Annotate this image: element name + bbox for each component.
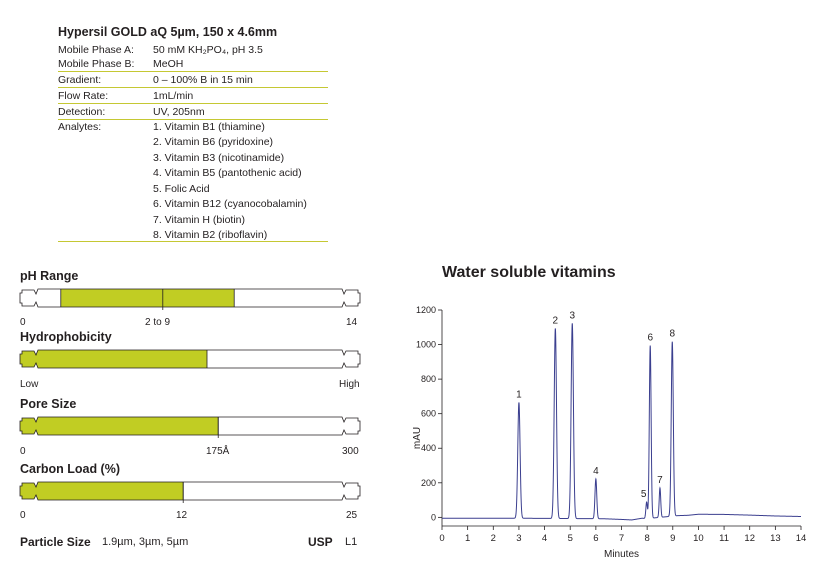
peak-label: 4 — [593, 466, 599, 477]
carbon-min-label: 0 — [20, 510, 26, 521]
gauge-outline — [19, 349, 361, 369]
x-tick-label: 0 — [439, 533, 444, 544]
analyte-item: 5. Folic Acid — [153, 183, 210, 195]
x-tick-label: 12 — [744, 533, 755, 544]
condition-value: UV, 205nm — [153, 106, 205, 118]
particle-size-label: Particle Size — [20, 535, 91, 549]
condition-label: Analytes: — [58, 121, 102, 133]
chromatogram-trace — [442, 323, 802, 521]
analyte-item: 6. Vitamin B12 (cyanocobalamin) — [153, 198, 307, 210]
hydrophobicity-gauge — [19, 349, 361, 369]
y-tick-label: 0 — [431, 512, 436, 522]
gauge-fill — [20, 350, 207, 368]
hydrophobicity-title: Hydrophobicity — [20, 330, 112, 344]
gauge-fill — [60, 289, 235, 307]
ph-range-gauge — [19, 288, 361, 310]
gauge-outline — [19, 288, 361, 308]
x-tick-label: 6 — [593, 533, 598, 544]
analyte-item: 7. Vitamin H (biotin) — [153, 214, 246, 226]
condition-value: 1. Vitamin B1 (thiamine) — [153, 121, 265, 133]
peak-label: 6 — [647, 332, 653, 343]
x-tick-label: 3 — [516, 533, 521, 544]
x-tick-label: 4 — [542, 533, 547, 544]
condition-value: 1mL/min — [153, 90, 194, 102]
table-divider — [58, 119, 328, 120]
peak-label: 5 — [641, 489, 647, 500]
x-tick-label: 9 — [670, 533, 675, 544]
gauge-fill — [20, 417, 219, 435]
condition-label: Flow Rate: — [58, 90, 109, 102]
condition-label: Mobile Phase B: — [58, 58, 135, 70]
peak-label: 3 — [569, 310, 575, 321]
x-tick-label: 11 — [719, 533, 729, 544]
y-tick-label: 600 — [421, 409, 436, 419]
y-axis-label: mAU — [412, 427, 423, 449]
condition-value: 0 – 100% B in 15 min — [153, 74, 253, 86]
gauge-outline — [19, 481, 361, 501]
table-divider — [58, 241, 328, 242]
table-divider — [58, 71, 328, 72]
y-tick-label: 400 — [421, 443, 436, 453]
condition-label: Gradient: — [58, 74, 102, 86]
carbon-load-gauge — [19, 481, 361, 503]
usp-value: L1 — [345, 536, 358, 548]
pore-min-label: 0 — [20, 446, 26, 457]
condition-value: MeOH — [153, 58, 184, 70]
x-tick-label: 8 — [644, 533, 649, 544]
peak-label: 2 — [553, 315, 559, 326]
chart-title: Water soluble vitamins — [442, 264, 616, 281]
peak-label: 7 — [657, 475, 663, 486]
table-divider — [58, 87, 328, 88]
peak-label: 8 — [669, 329, 675, 340]
table-divider — [58, 103, 328, 104]
x-axis-label: Minutes — [604, 549, 639, 560]
pore-max-label: 300 — [342, 446, 359, 457]
pore-size-title: Pore Size — [20, 397, 77, 411]
y-tick-label: 1200 — [416, 305, 436, 315]
ph-max-label: 14 — [346, 317, 358, 328]
gauge-outline — [19, 416, 361, 436]
particle-size-value: 1.9µm, 3µm, 5µm — [102, 536, 189, 548]
x-tick-label: 2 — [491, 533, 496, 544]
pore-size-gauge — [19, 416, 361, 438]
x-tick-label: 14 — [796, 533, 807, 544]
hydrophobicity-min-label: Low — [20, 379, 39, 390]
hydrophobicity-max-label: High — [339, 379, 360, 390]
x-tick-label: 5 — [568, 533, 573, 544]
carbon-max-label: 25 — [346, 510, 358, 521]
x-tick-label: 7 — [619, 533, 624, 544]
ph-mid-label: 2 to 9 — [145, 317, 171, 328]
peak-label: 1 — [516, 389, 522, 400]
y-tick-label: 200 — [421, 478, 436, 488]
ph-range-title: pH Range — [20, 269, 79, 283]
analyte-item: 2. Vitamin B6 (pyridoxine) — [153, 136, 274, 148]
pore-mid-label: 175Å — [206, 446, 230, 457]
condition-value: 50 mM KH₂PO₄, pH 3.5 — [153, 44, 263, 56]
carbon-load-title: Carbon Load (%) — [20, 462, 120, 476]
x-tick-label: 13 — [770, 533, 781, 544]
analyte-item: 4. Vitamin B5 (pantothenic acid) — [153, 167, 302, 179]
carbon-mid-label: 12 — [176, 510, 188, 521]
condition-label: Detection: — [58, 106, 106, 118]
condition-label: Mobile Phase A: — [58, 44, 134, 56]
gauge-fill — [20, 482, 184, 500]
analyte-item: 8. Vitamin B2 (riboflavin) — [153, 229, 268, 241]
ph-min-label: 0 — [20, 317, 26, 328]
y-tick-label: 1000 — [416, 340, 436, 350]
column-title: Hypersil GOLD aQ 5µm, 150 x 4.6mm — [58, 25, 278, 39]
analyte-item: 3. Vitamin B3 (nicotinamide) — [153, 152, 285, 164]
x-tick-label: 10 — [693, 533, 704, 544]
y-tick-label: 800 — [421, 374, 436, 384]
x-tick-label: 1 — [465, 533, 470, 544]
usp-label: USP — [308, 535, 333, 549]
